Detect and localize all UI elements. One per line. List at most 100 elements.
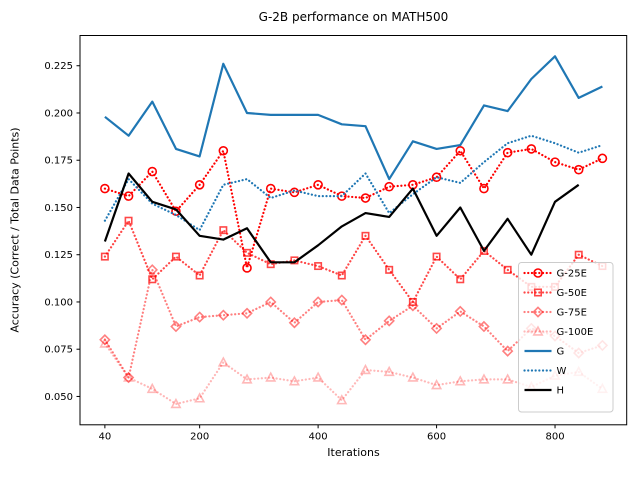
G-100E-marker xyxy=(336,394,348,405)
G-25E-marker xyxy=(573,164,584,175)
G-25E-marker xyxy=(313,179,323,190)
G-100E-marker xyxy=(146,382,158,394)
y-axis-label: Accuracy (Correct / Total Data Points) xyxy=(8,127,22,333)
G-75E-marker xyxy=(288,317,301,329)
x-tick-label: 600 xyxy=(427,431,446,442)
x-axis-label: Iterations xyxy=(327,446,380,459)
G-75E-marker xyxy=(478,320,490,333)
G-75E-marker xyxy=(430,322,443,335)
y-tick-label: 0.150 xyxy=(44,203,73,214)
y-tick-label: 0.075 xyxy=(44,345,73,356)
series-G xyxy=(104,55,603,181)
G-25E-marker xyxy=(123,191,134,201)
G-25E-marker xyxy=(242,263,252,273)
x-tick-label: 400 xyxy=(309,431,328,442)
G-75E-marker xyxy=(193,311,206,323)
x-tick-label: 200 xyxy=(190,431,209,442)
x-tick-label: 800 xyxy=(545,431,564,442)
G-25E-marker xyxy=(550,157,560,167)
G-50E-marker xyxy=(171,252,180,261)
G-50E-marker xyxy=(503,265,512,274)
G-75E-marker xyxy=(241,307,253,320)
G-100E-marker xyxy=(454,375,466,386)
G-100E-marker xyxy=(359,363,372,375)
legend-box xyxy=(518,262,614,413)
legend-label-G-100E: G-100E xyxy=(557,327,594,338)
G-100E-marker xyxy=(217,356,229,367)
y-tick-label: 0.125 xyxy=(44,250,73,261)
G-100E-marker xyxy=(478,373,490,384)
G-50E-marker xyxy=(100,252,109,261)
legend-label-G-25E: G-25E xyxy=(557,269,587,280)
G-25E-marker xyxy=(100,183,110,194)
legend-label-H: H xyxy=(557,386,565,397)
G-75E-marker xyxy=(532,306,544,318)
G-50E-marker xyxy=(124,216,133,225)
G-50E-marker xyxy=(195,271,204,280)
G-50E-marker xyxy=(337,271,346,280)
G-25E-marker xyxy=(265,183,276,194)
y-tick-label: 0.175 xyxy=(44,156,73,167)
G-25E-marker xyxy=(384,181,394,192)
G-50E-marker xyxy=(456,275,465,284)
G-25E-marker xyxy=(194,179,205,190)
G-100E-marker xyxy=(431,379,443,390)
G-75E-marker xyxy=(99,334,111,346)
y-tick-label: 0.200 xyxy=(44,108,73,119)
G-100E-marker xyxy=(532,325,544,336)
G-25E-marker xyxy=(526,144,537,154)
G-25E-marker xyxy=(431,172,442,183)
G-75E-marker xyxy=(312,296,324,308)
G-25E-marker xyxy=(597,153,608,164)
G-75E-marker xyxy=(122,371,135,384)
G-100E-marker xyxy=(312,371,324,382)
chart-title: G-2B performance on MATH500 xyxy=(258,10,449,24)
G-50E-marker xyxy=(479,246,488,255)
plot-border xyxy=(79,35,628,426)
y-tick-label: 0.100 xyxy=(44,297,73,308)
G-75E-marker xyxy=(501,345,514,357)
G-100E-marker xyxy=(407,371,419,382)
G-75E-marker xyxy=(454,305,466,318)
G-100E-marker xyxy=(241,373,253,384)
legend-label-G: G xyxy=(557,347,565,358)
G-50E-marker xyxy=(432,252,441,261)
x-tick-label: 40 xyxy=(99,431,112,442)
G-75E-marker xyxy=(170,320,182,333)
G-50E-marker xyxy=(243,248,252,257)
G-75E-marker xyxy=(359,334,372,346)
G-25E-marker xyxy=(533,268,543,278)
G-50E-marker xyxy=(533,288,542,297)
G-75E-marker xyxy=(407,300,419,312)
G-100E-marker xyxy=(194,392,206,403)
G-25E-marker xyxy=(479,183,489,194)
G-100E-marker xyxy=(288,375,300,386)
series-H xyxy=(103,172,580,264)
G-75E-marker xyxy=(336,294,348,306)
G-25E-marker xyxy=(218,145,229,156)
G-50E-marker xyxy=(314,262,323,271)
legend-label-W: W xyxy=(557,366,567,377)
G-100E-marker xyxy=(99,337,111,348)
series-G-25E xyxy=(103,147,604,269)
y-tick-label: 0.225 xyxy=(44,61,73,72)
legend-label-G-75E: G-75E xyxy=(557,308,587,319)
G-75E-marker xyxy=(146,264,158,276)
G-100E-marker xyxy=(502,373,514,384)
G-50E-marker xyxy=(219,226,228,235)
G-75E-marker xyxy=(383,315,395,327)
G-100E-marker xyxy=(123,371,135,382)
G-25E-marker xyxy=(502,147,513,158)
legend-label-G-50E: G-50E xyxy=(557,288,587,299)
G-50E-marker xyxy=(574,250,583,259)
G-50E-marker xyxy=(385,265,394,274)
G-75E-marker xyxy=(264,296,277,308)
G-25E-marker xyxy=(455,145,466,156)
G-25E-marker xyxy=(360,193,371,203)
G-25E-marker xyxy=(147,166,158,177)
G-75E-marker xyxy=(217,309,230,321)
G-100E-marker xyxy=(170,397,182,409)
G-100E-marker xyxy=(265,371,277,382)
